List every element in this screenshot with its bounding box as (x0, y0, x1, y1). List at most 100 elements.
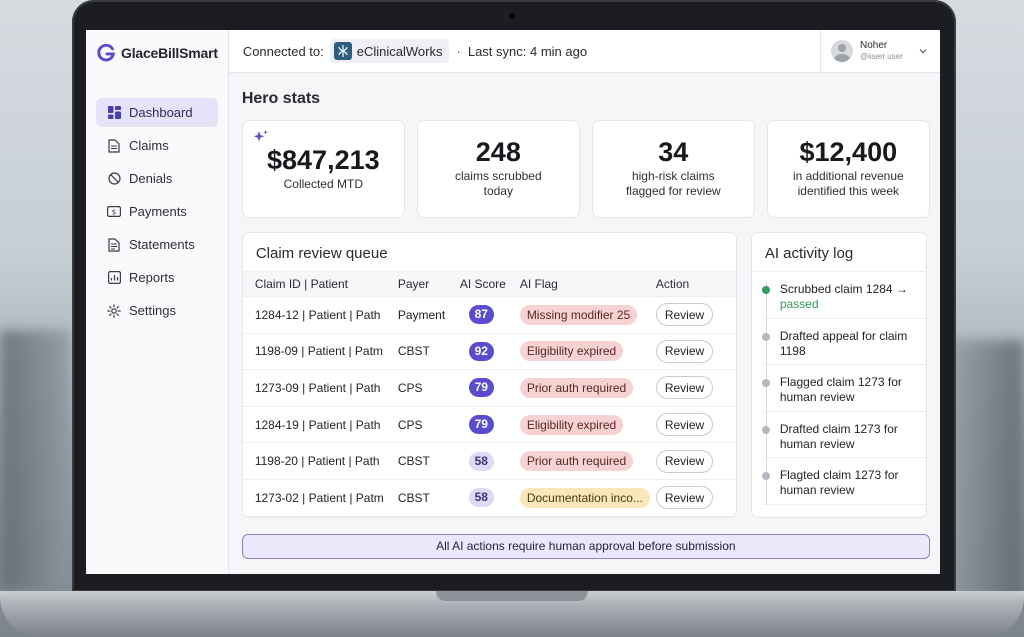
sidebar-item-label: Dashboard (129, 105, 193, 120)
stat-label: high-risk claims flagged for review (625, 169, 721, 198)
activity-text: Flagged claim 1273 for human review (779, 375, 902, 405)
human-approval-banner: All AI actions require human approval be… (241, 534, 930, 559)
app-window: GlaceBillSmart Dashboard Claims Denials (86, 30, 940, 574)
claim-id-cell: 1198-09 | Patient | Patm (242, 333, 398, 371)
page-title: Hero stats (241, 90, 321, 107)
ai-activity-log: AI activity log Scrubbed claim 1284 → pa… (750, 232, 927, 518)
stat-card-scrubbed: 248 claims scrubbed today (416, 120, 580, 218)
claims-table: Claim ID | Patient Payer AI Score AI Fla… (242, 271, 736, 517)
connected-label: Connected to: (242, 43, 324, 59)
payer-cell: CBST (397, 333, 460, 371)
review-button[interactable]: Review (655, 303, 714, 327)
timeline-line (765, 282, 767, 505)
dollar-icon: $ (107, 205, 121, 219)
stat-value: 34 (658, 137, 689, 167)
review-button[interactable]: Review (655, 376, 714, 400)
payer-cell: CPS (397, 406, 460, 444)
last-sync-status: Last sync: 4 min ago (467, 43, 588, 59)
sidebar-item-settings[interactable]: Settings (96, 296, 218, 325)
sidebar-nav: Dashboard Claims Denials $ Payments (96, 98, 218, 325)
dashboard-content: Hero stats $847,213 Collected MTD 248 cl… (229, 73, 940, 574)
column-header[interactable]: Action (655, 271, 736, 297)
chart-icon (107, 271, 121, 285)
svg-text:$: $ (112, 208, 116, 216)
user-handle: @iiserr.user (860, 52, 903, 61)
claim-id-cell: 1284-19 | Patient | Path (242, 406, 398, 444)
sidebar-item-label: Settings (129, 303, 176, 318)
review-button[interactable]: Review (655, 486, 714, 510)
document-icon (107, 138, 121, 153)
column-header[interactable]: Payer (397, 271, 460, 297)
list-item[interactable]: Flagged claim 1273 for human review (761, 365, 926, 412)
sidebar-item-label: Claims (129, 138, 169, 153)
review-button[interactable]: Review (655, 449, 714, 473)
payer-cell: CBST (397, 442, 460, 480)
activity-list: Scrubbed claim 1284 → passed Drafted app… (751, 271, 926, 505)
topbar: Connected to: eClinicalWorks · Last sync… (228, 30, 940, 73)
table-row[interactable]: 1284-19 | Patient | Path CPS 79 Eligibil… (242, 406, 736, 444)
stat-label: claims scrubbed today (454, 169, 542, 198)
claim-id-cell: 1273-02 | Patient | Patm (242, 479, 398, 517)
ai-flag-badge: Prior auth required (519, 377, 634, 398)
stat-label: Collected MTD (283, 176, 363, 191)
stat-label: in additional revenue identified this we… (792, 169, 904, 198)
sidebar-item-label: Reports (129, 270, 175, 285)
table-row[interactable]: 1198-09 | Patient | Patm CBST 92 Eligibi… (242, 333, 736, 371)
review-button[interactable]: Review (655, 413, 714, 437)
stat-value: $847,213 (267, 144, 380, 175)
stat-card-collected: $847,213 Collected MTD (241, 120, 405, 218)
review-button[interactable]: Review (655, 339, 714, 363)
brand[interactable]: GlaceBillSmart (95, 42, 218, 64)
sidebar-item-dashboard[interactable]: Dashboard (96, 98, 218, 127)
table-row[interactable]: 1198-20 | Patient | Path CBST 58 Prior a… (242, 442, 736, 480)
payer-cell: Payment (397, 296, 460, 334)
user-name: Noher (860, 40, 888, 51)
ai-score-badge: 79 (468, 378, 494, 398)
sidebar-item-reports[interactable]: Reports (96, 263, 218, 292)
activity-text: Drafted claim 1273 for human review (779, 421, 898, 451)
sidebar-item-label: Payments (129, 204, 187, 219)
ai-flag-badge: Eligibility expired (519, 414, 624, 435)
user-menu[interactable]: Noher @iiserr.user (820, 30, 928, 73)
table-row[interactable]: 1273-09 | Patient | Path CPS 79 Prior au… (242, 369, 736, 407)
sidebar: GlaceBillSmart Dashboard Claims Denials (86, 30, 229, 574)
activity-text: Scrubbed claim 1284 → (779, 282, 908, 296)
table-row[interactable]: 1273-02 | Patient | Patm CBST 58 Documen… (242, 479, 736, 517)
sidebar-item-statements[interactable]: Statements (96, 230, 218, 259)
status-dot-icon (761, 332, 770, 341)
statement-icon (107, 237, 121, 252)
background-blur-left (0, 330, 70, 590)
separator: · (456, 43, 461, 59)
payer-cell: CPS (397, 369, 460, 407)
laptop-notch (436, 591, 588, 601)
claim-id-cell: 1198-20 | Patient | Path (242, 442, 398, 480)
status-dot-icon (761, 425, 770, 434)
webcam (508, 12, 516, 20)
stat-value: $12,400 (799, 137, 898, 167)
laptop-base (0, 591, 1024, 637)
status-dot-icon (761, 286, 770, 294)
list-item[interactable]: Drafted claim 1273 for human review (761, 412, 926, 459)
ai-score-badge: 92 (468, 341, 494, 361)
ehr-connection-chip[interactable]: eClinicalWorks (329, 39, 449, 63)
column-header[interactable]: AI Score (459, 271, 520, 297)
sidebar-item-payments[interactable]: $ Payments (96, 197, 218, 226)
chevron-down-icon (919, 49, 927, 54)
list-item[interactable]: Drafted appeal for claim 1198 (761, 319, 926, 366)
sidebar-item-denials[interactable]: Denials (96, 164, 218, 193)
activity-title: AI activity log (764, 245, 854, 262)
lower-panels: Claim review queue Claim ID | Patient Pa… (241, 232, 930, 518)
ai-flag-badge: Prior auth required (519, 451, 634, 472)
column-header[interactable]: Claim ID | Patient (242, 271, 398, 297)
ehr-logo-icon (333, 42, 352, 60)
hero-stats: $847,213 Collected MTD 248 claims scrubb… (241, 120, 930, 218)
brand-name: GlaceBillSmart (121, 45, 218, 61)
list-item[interactable]: Scrubbed claim 1284 → passed (761, 272, 926, 319)
list-item[interactable]: Flagted claim 1273 for human review (761, 458, 926, 505)
sidebar-item-label: Statements (129, 237, 195, 252)
sidebar-item-claims[interactable]: Claims (96, 131, 218, 160)
table-row[interactable]: 1284-12 | Patient | Path Payment 87 Miss… (242, 296, 736, 334)
column-header[interactable]: AI Flag (519, 271, 656, 297)
payer-cell: CBST (397, 479, 460, 517)
ai-score-badge: 79 (468, 415, 494, 435)
